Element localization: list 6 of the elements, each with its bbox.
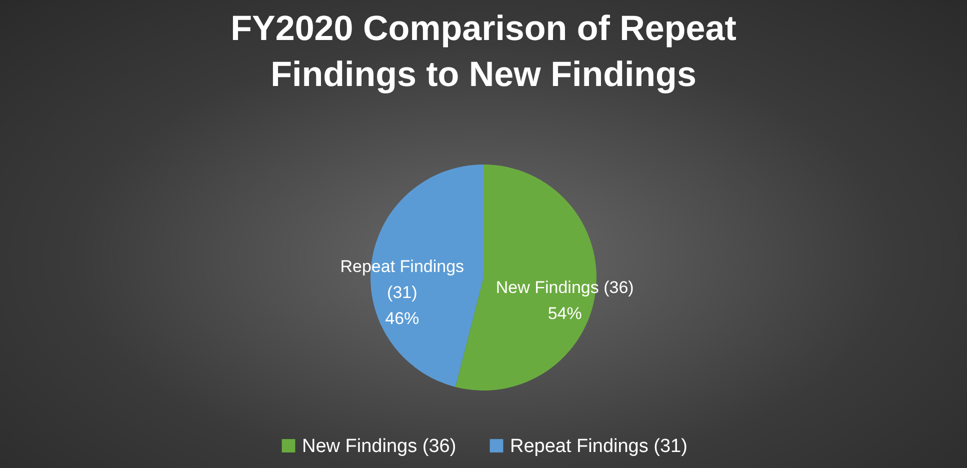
slice-label: New Findings (36) (496, 278, 634, 297)
data-label: 46% (385, 309, 420, 328)
chart-title: FY2020 Comparison of Repeat Findings to New Findings (230, 9, 737, 94)
data-label: 54% (548, 304, 582, 323)
legend-label: Repeat Findings (31) (510, 436, 688, 457)
legend-label: New Findings (36) (302, 436, 456, 457)
